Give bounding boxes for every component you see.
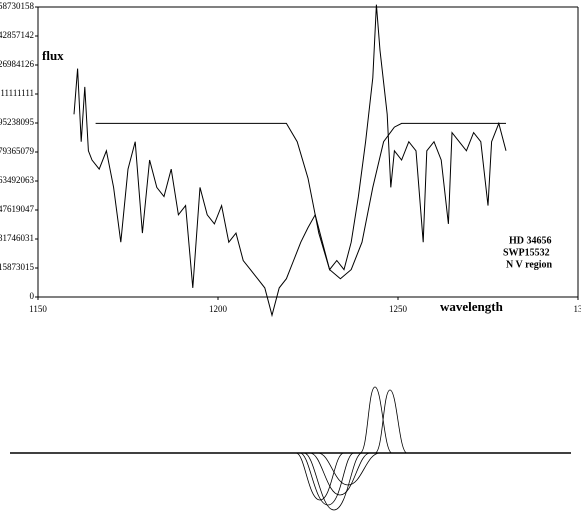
y-tick-label: 0.95238095 [0,117,35,127]
line-series [95,122,506,280]
y-tick-label: 1.11111111 [0,88,34,98]
y-tick-label: 0.31746031 [0,233,34,243]
profile [295,452,345,501]
profile [359,386,393,454]
x-tick-label: 13 [574,304,581,314]
x-axis-label: wavelength [440,299,504,314]
profile [299,452,355,506]
y-tick-label: 0.63492063 [0,175,35,185]
y-tick-label: 1.58730158 [0,1,35,11]
profile [374,389,408,454]
profile [309,452,371,496]
line-series [73,4,507,318]
x-tick-label: 1150 [29,304,47,314]
y-tick-label: 0.79365079 [0,146,35,156]
x-tick-label: 1200 [209,304,228,314]
y-tick-label: 1.26984126 [0,59,35,69]
y-tick-label: 0 [30,291,35,301]
profile [303,452,363,511]
annotation: SWP15532 [503,247,550,258]
y-tick-label: 1.42857142 [0,30,34,40]
annotation: HD 34656 [509,235,552,246]
y-tick-label: 0.47619047 [0,204,35,214]
profile [317,452,381,486]
y-axis-label: flux [42,48,64,63]
x-tick-label: 1250 [389,304,408,314]
component-profiles [10,386,571,511]
annotation: N V region [506,259,553,270]
y-tick-label: 0.15873015 [0,262,35,272]
